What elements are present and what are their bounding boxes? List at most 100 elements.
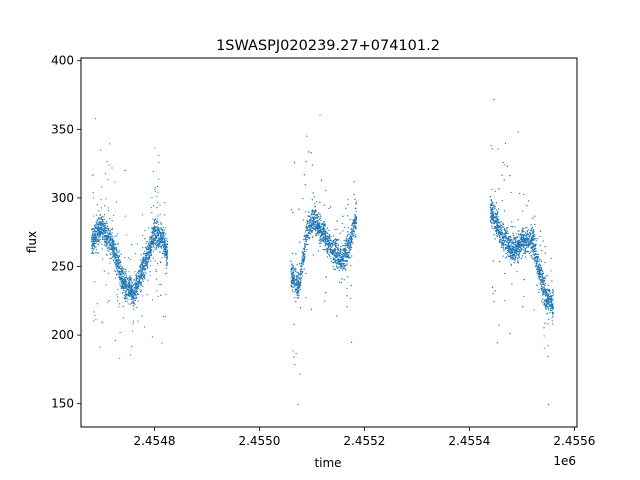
data-point: [329, 251, 331, 254]
data-point: [305, 227, 307, 229]
data-point: [139, 269, 142, 271]
data-point: [129, 288, 131, 290]
data-point: [338, 249, 340, 252]
data-point: [155, 235, 157, 237]
data-point: [292, 291, 294, 293]
data-point: [141, 277, 144, 280]
data-point: [149, 248, 152, 250]
data-point: [303, 174, 305, 176]
data-point: [149, 271, 151, 273]
data-point: [318, 232, 320, 234]
data-point: [320, 238, 322, 241]
data-point: [103, 230, 105, 232]
data-point: [316, 221, 318, 223]
data-point: [292, 276, 294, 278]
data-point: [297, 287, 299, 289]
data-point: [114, 261, 116, 264]
data-point: [303, 255, 306, 257]
data-point: [143, 257, 145, 259]
data-point: [119, 283, 121, 285]
data-point: [101, 224, 103, 226]
data-point: [303, 239, 305, 241]
data-point: [293, 279, 295, 282]
data-point: [346, 251, 348, 254]
data-point: [137, 275, 140, 278]
data-point: [152, 239, 154, 241]
data-point: [347, 254, 350, 256]
data-point: [333, 248, 335, 250]
data-point: [136, 278, 138, 280]
data-point: [144, 276, 146, 278]
data-point: [318, 216, 320, 218]
data-point: [354, 220, 356, 222]
data-point: [320, 226, 322, 228]
data-point: [320, 215, 322, 217]
data-point: [306, 228, 308, 230]
data-point: [107, 210, 110, 212]
data-point: [92, 249, 94, 251]
data-point: [141, 271, 143, 273]
data-point: [166, 265, 168, 267]
data-point: [101, 186, 103, 188]
data-point: [92, 250, 94, 252]
data-point: [112, 239, 114, 241]
data-point: [140, 263, 142, 266]
data-point: [139, 291, 142, 293]
data-point: [152, 243, 155, 245]
data-point: [107, 179, 109, 181]
data-point: [109, 235, 111, 238]
data-point: [140, 259, 142, 261]
data-point: [161, 229, 163, 231]
data-point: [93, 237, 95, 239]
data-point: [354, 228, 357, 230]
data-point: [130, 279, 132, 282]
data-point: [116, 233, 118, 235]
data-point: [109, 253, 111, 256]
data-point: [302, 251, 304, 253]
data-point: [135, 294, 137, 296]
data-point: [145, 263, 147, 265]
data-point: [93, 242, 96, 244]
data-point: [110, 229, 112, 231]
data-point: [132, 320, 135, 322]
data-point: [342, 230, 344, 232]
data-point: [125, 270, 127, 272]
data-point: [162, 228, 164, 231]
data-point: [310, 212, 312, 215]
data-point: [157, 227, 159, 229]
data-point: [325, 248, 327, 250]
data-point: [115, 246, 118, 248]
data-point: [116, 296, 119, 298]
data-point: [105, 236, 107, 238]
data-point: [97, 217, 100, 219]
data-point: [319, 230, 321, 233]
data-point: [342, 252, 345, 255]
data-point: [139, 265, 142, 267]
data-point: [340, 258, 342, 261]
data-point: [96, 231, 98, 233]
data-point: [355, 203, 358, 205]
data-point: [122, 267, 124, 270]
data-point: [152, 227, 154, 229]
data-point: [144, 271, 146, 273]
data-point: [155, 268, 157, 271]
data-point: [346, 287, 348, 290]
data-point: [145, 272, 147, 275]
data-point: [309, 228, 312, 230]
data-point: [293, 274, 295, 277]
data-point: [353, 193, 355, 196]
data-point: [339, 251, 341, 253]
data-point: [145, 258, 147, 260]
data-point: [135, 284, 137, 286]
data-point: [325, 230, 327, 233]
data-point: [129, 295, 131, 297]
data-point: [92, 230, 94, 233]
data-point: [329, 237, 331, 240]
data-point: [134, 296, 136, 299]
data-point: [164, 214, 166, 216]
data-point: [110, 233, 112, 236]
data-point: [306, 238, 308, 240]
data-point: [139, 288, 141, 291]
data-point: [304, 184, 306, 186]
data-point: [139, 271, 141, 273]
